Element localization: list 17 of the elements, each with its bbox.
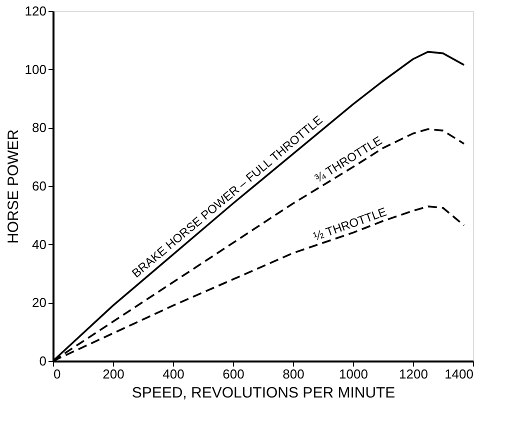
y-tick-label: 20 bbox=[32, 295, 46, 310]
y-tick-label: 100 bbox=[24, 62, 46, 77]
x-tick-label: 400 bbox=[162, 366, 184, 382]
x-tick-label: 1200 bbox=[399, 366, 428, 382]
y-tick-label: 60 bbox=[32, 178, 46, 194]
x-tick-label: 1400 bbox=[444, 366, 474, 382]
y-axis-title: HORSE POWER bbox=[4, 129, 22, 244]
y-tick-label: 120 bbox=[24, 4, 46, 18]
x-tick-label: 600 bbox=[222, 366, 244, 382]
x-tick-label: 0 bbox=[54, 366, 61, 382]
x-axis-title: SPEED, REVOLUTIONS PER MINUTE bbox=[132, 384, 396, 402]
y-tick-label: 40 bbox=[32, 236, 46, 252]
x-tick-label: 1000 bbox=[339, 366, 368, 382]
x-tick-label: 800 bbox=[282, 366, 304, 382]
y-tick-label: 80 bbox=[32, 120, 46, 136]
y-tick-label: 0 bbox=[39, 354, 46, 368]
x-tick-label: 200 bbox=[102, 366, 124, 382]
